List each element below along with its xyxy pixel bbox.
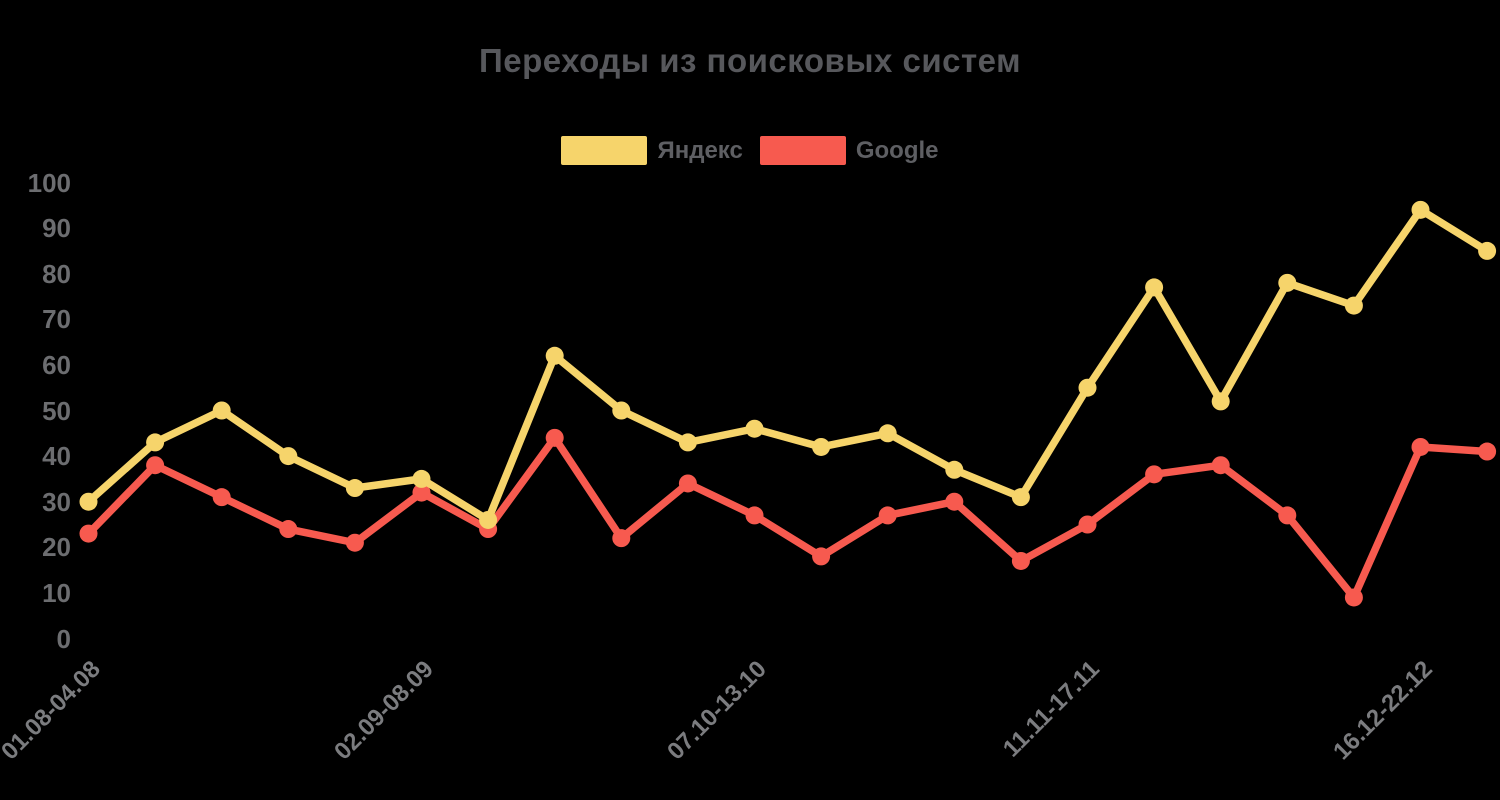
Яндекс-point-4 bbox=[345, 479, 364, 498]
y-tick-label-60: 60 bbox=[42, 349, 71, 380]
Яндекс-point-1 bbox=[146, 433, 165, 452]
Google-point-12 bbox=[878, 506, 897, 525]
Google-point-17 bbox=[1211, 456, 1230, 475]
y-tick-label-30: 30 bbox=[42, 486, 71, 517]
Яндекс-point-9 bbox=[678, 433, 697, 452]
Google-point-7 bbox=[545, 428, 564, 447]
Google-point-8 bbox=[612, 529, 631, 548]
y-tick-label-80: 80 bbox=[42, 258, 71, 289]
chart-title: Переходы из поисковых систем bbox=[479, 42, 1021, 79]
Google-point-19 bbox=[1344, 588, 1363, 607]
Яндекс-point-20 bbox=[1411, 200, 1430, 219]
Google-point-5 bbox=[412, 483, 431, 502]
Google-point-9 bbox=[678, 474, 697, 493]
Google-point-11 bbox=[812, 547, 831, 566]
Google-point-18 bbox=[1278, 506, 1297, 525]
Google-point-14 bbox=[1011, 551, 1030, 570]
google-series-swatch-icon bbox=[759, 136, 846, 165]
x-tick-label-0: 01.08-04.08 bbox=[0, 655, 107, 766]
Яндекс-point-21 bbox=[1478, 241, 1497, 260]
chart-legend: Яндекс Google bbox=[0, 136, 1500, 165]
yandex-series-swatch-icon bbox=[561, 136, 648, 165]
Google-point-16 bbox=[1145, 465, 1164, 484]
Яндекс-point-6 bbox=[479, 510, 498, 529]
Яндекс-point-18 bbox=[1278, 273, 1297, 292]
Google-point-3 bbox=[279, 520, 298, 539]
Google-point-2 bbox=[212, 488, 231, 507]
Яндекс-line bbox=[84, 206, 1491, 524]
Яндекс-point-12 bbox=[878, 424, 897, 443]
Google-line bbox=[84, 434, 1491, 602]
Яндекс-point-17 bbox=[1211, 392, 1230, 411]
legend-item-google[interactable]: Google bbox=[759, 136, 939, 165]
Google-point-4 bbox=[345, 533, 364, 552]
Яндекс-point-19 bbox=[1344, 296, 1363, 315]
Google-point-0 bbox=[79, 524, 98, 543]
x-tick-label-10: 07.10-13.10 bbox=[662, 655, 773, 766]
y-axis-tick-labels: 0 10 20 30 40 50 60 70 80 90 100 bbox=[0, 0, 71, 800]
Яндекс-point-0 bbox=[79, 492, 98, 511]
Google-point-21 bbox=[1478, 442, 1497, 461]
Яндекс-point-14 bbox=[1011, 488, 1030, 507]
y-tick-label-0: 0 bbox=[56, 623, 71, 654]
y-tick-label-40: 40 bbox=[42, 441, 71, 472]
Яндекс-point-16 bbox=[1145, 278, 1164, 297]
x-tick-label-20: 16.12-22.12 bbox=[1328, 655, 1439, 766]
y-tick-label-50: 50 bbox=[42, 395, 71, 426]
Google-point-20 bbox=[1411, 437, 1430, 456]
Яндекс-point-13 bbox=[945, 460, 964, 479]
Яндекс-point-8 bbox=[612, 401, 631, 420]
y-tick-label-20: 20 bbox=[42, 532, 71, 563]
Яндекс-point-3 bbox=[279, 447, 298, 466]
Яндекс-point-2 bbox=[212, 401, 231, 420]
y-tick-label-90: 90 bbox=[42, 213, 71, 244]
Google-point-15 bbox=[1078, 515, 1097, 534]
y-tick-label-70: 70 bbox=[42, 304, 71, 335]
x-tick-label-15: 11.11-17.11 bbox=[998, 655, 1106, 763]
x-tick-label-5: 02.09-08.09 bbox=[329, 655, 440, 766]
Яндекс-point-7 bbox=[545, 346, 564, 365]
legend-item-yandex[interactable]: Яндекс bbox=[561, 136, 743, 165]
Google-point-1 bbox=[146, 456, 165, 475]
Яндекс-point-5 bbox=[412, 469, 431, 488]
Google-point-13 bbox=[945, 492, 964, 511]
legend-label-google: Google bbox=[855, 137, 939, 164]
Яндекс-point-10 bbox=[745, 419, 764, 438]
y-tick-label-100: 100 bbox=[27, 167, 71, 198]
y-tick-label-10: 10 bbox=[42, 577, 71, 608]
legend-label-yandex: Яндекс bbox=[657, 137, 743, 164]
Яндекс-point-15 bbox=[1078, 378, 1097, 397]
Google-point-10 bbox=[745, 506, 764, 525]
Яндекс-point-11 bbox=[812, 437, 831, 456]
